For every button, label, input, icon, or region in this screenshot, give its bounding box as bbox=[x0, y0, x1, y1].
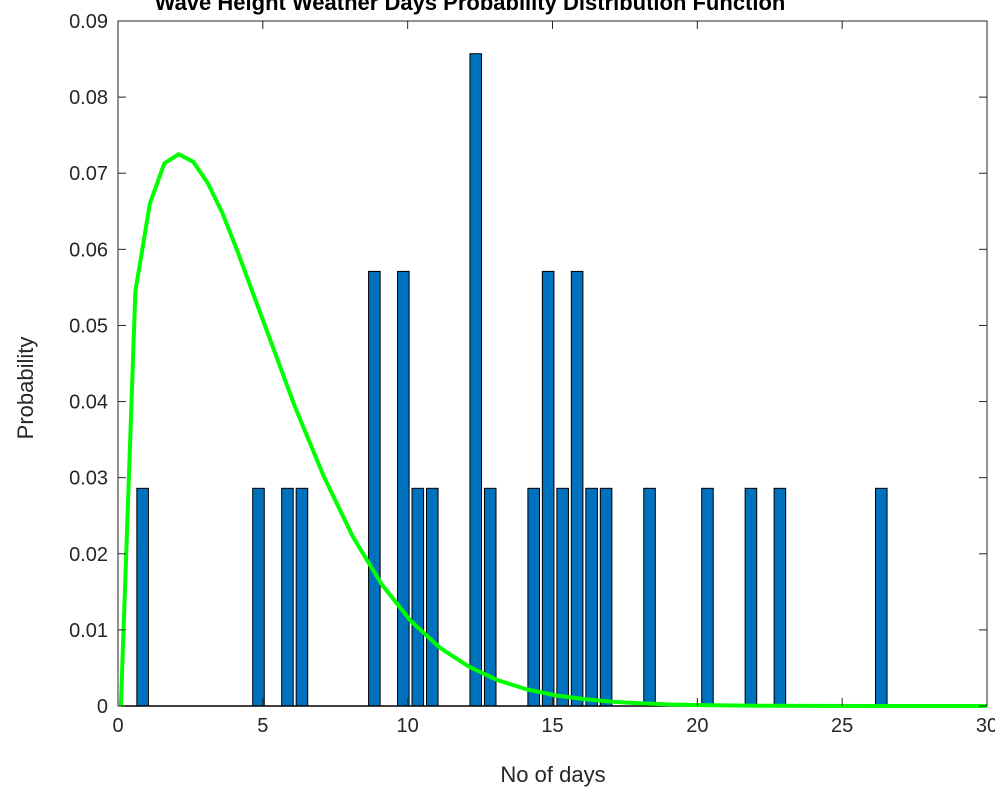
bar bbox=[701, 487, 714, 707]
x-tick-label: 10 bbox=[397, 715, 419, 737]
bar bbox=[599, 487, 613, 707]
y-tick-label: 0.09 bbox=[69, 11, 108, 33]
bar bbox=[541, 270, 555, 707]
bar bbox=[556, 487, 569, 707]
x-tick-label: 25 bbox=[831, 715, 853, 737]
bar bbox=[411, 487, 425, 707]
y-tick-label: 0.06 bbox=[69, 239, 108, 261]
bar bbox=[773, 487, 787, 707]
y-tick-label: 0.01 bbox=[69, 620, 108, 642]
bar bbox=[874, 487, 888, 707]
x-tick-label: 15 bbox=[541, 715, 563, 737]
bar bbox=[252, 487, 265, 707]
bar bbox=[136, 487, 149, 707]
y-tick-label: 0 bbox=[97, 696, 108, 718]
x-tick-label: 20 bbox=[686, 715, 708, 737]
bar bbox=[527, 487, 540, 707]
chart-title: Wave Height Weather Days Probability Dis… bbox=[155, 0, 786, 15]
bar bbox=[368, 270, 381, 707]
y-tick-label: 0.07 bbox=[69, 163, 108, 185]
bar bbox=[281, 487, 294, 707]
bar bbox=[744, 487, 758, 707]
x-tick-label: 5 bbox=[257, 715, 268, 737]
plot-area: 0 5 10 15 20 25 30 0 0.01 0.02 0.03 0.04 0.05 0.06 0.0… bbox=[69, 11, 995, 737]
pdf-curve bbox=[118, 152, 987, 708]
y-tick-label: 0.04 bbox=[69, 392, 108, 414]
bar bbox=[570, 270, 584, 707]
y-tick-label: 0.05 bbox=[69, 315, 108, 337]
bar bbox=[397, 270, 410, 707]
y-tick-label: 0.08 bbox=[69, 87, 108, 109]
bar bbox=[585, 487, 598, 707]
y-axis-label: Probability bbox=[13, 337, 38, 440]
bar bbox=[295, 487, 309, 707]
bar bbox=[469, 53, 483, 707]
bar bbox=[643, 487, 656, 707]
y-tick-label: 0.02 bbox=[69, 544, 108, 566]
y-tick-label: 0.03 bbox=[69, 468, 108, 490]
x-tick-label: 30 bbox=[976, 715, 995, 737]
x-tick-label: 0 bbox=[112, 715, 123, 737]
bar bbox=[425, 487, 439, 707]
x-axis-label: No of days bbox=[500, 762, 605, 787]
